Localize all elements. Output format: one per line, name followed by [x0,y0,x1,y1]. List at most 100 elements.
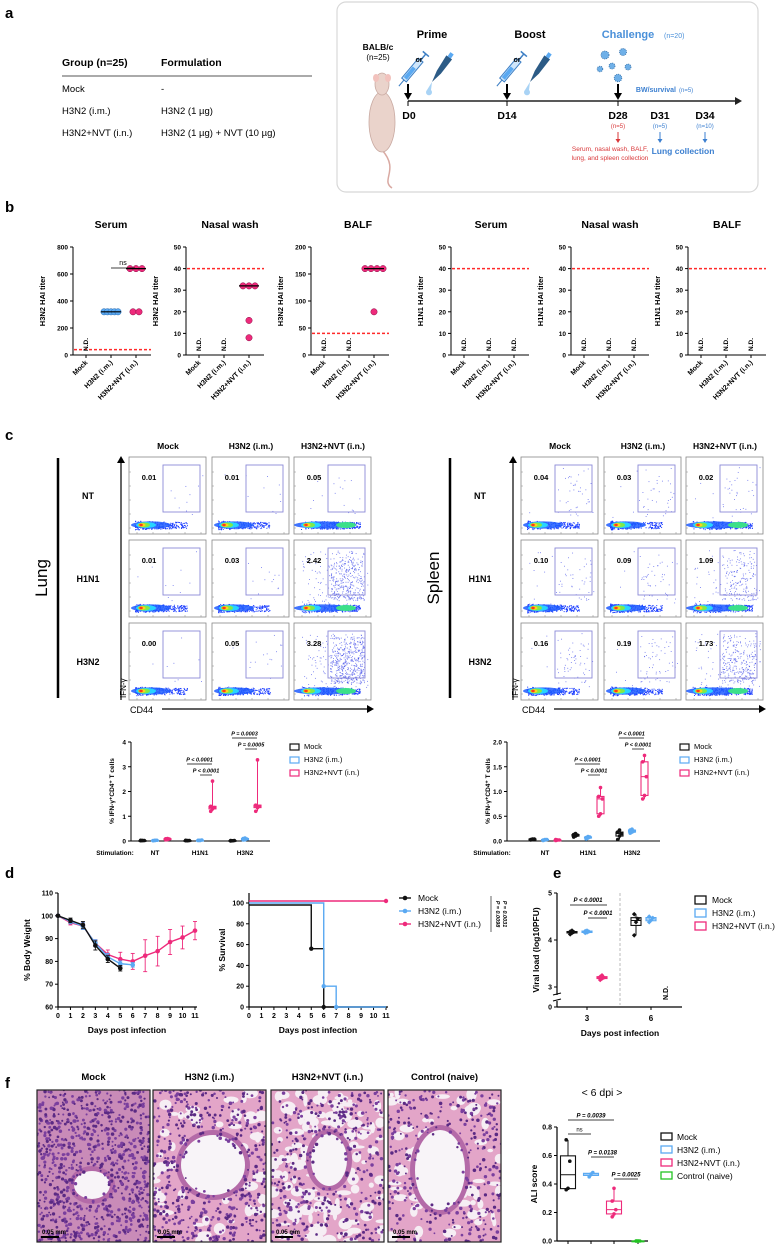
event-dot [567,526,569,528]
event-dot [320,551,322,553]
event-dot [353,522,355,524]
event-dot [347,662,349,664]
event-dot [668,506,670,508]
event-dot [353,636,355,638]
density-green [336,605,356,611]
gate-rectangle [327,630,366,679]
event-dot [655,523,657,525]
syringe-needle [496,79,503,87]
event-dot [250,598,252,600]
event-dot [181,524,183,526]
event-dot [350,657,352,658]
event-dot [730,521,732,523]
event-dot [320,646,322,647]
event-dot [747,528,749,530]
event-dot [363,576,365,578]
event-dot [305,527,307,529]
event-dot [185,610,187,612]
event-dot [184,527,186,529]
event-dot [171,691,173,693]
event-dot [315,665,317,667]
event-dot [169,525,171,527]
event-dot [265,610,267,612]
event-dot [354,593,356,595]
event-dot [260,528,262,530]
event-dot [262,525,264,527]
event-dot [330,637,332,639]
event-dot [181,527,183,529]
event-dot [163,693,165,695]
event-dot [239,611,241,613]
day-label: D14 [497,110,516,122]
event-dot [347,636,348,638]
event-dot [340,527,342,529]
row-label: H3N2 [76,657,99,667]
event-dot [186,527,188,529]
event-dot [345,557,347,559]
event-dot [350,659,352,661]
event-dot [315,600,317,602]
event-dot [353,638,355,640]
event-dot [343,676,345,678]
plot-title: Serum [95,219,128,231]
event-dot [144,528,146,530]
event-dot [183,692,185,694]
event-dot [574,526,576,528]
event-dot [169,527,171,529]
event-dot [358,642,360,644]
y-tick-label: 800 [57,245,68,252]
event-dot [341,582,343,584]
panel-label-a: a [5,5,14,22]
event-dot [359,522,361,524]
event-dot [561,527,563,529]
event-dot [704,529,706,531]
event-dot [353,658,355,660]
event-dot [362,582,364,584]
event-dot [348,569,350,571]
y-axis-label: H1N1 HAI titer [536,276,545,327]
event-dot [263,526,265,528]
event-dot [643,506,645,508]
event-dot [360,651,362,653]
event-dot [351,668,353,670]
event-dot [321,681,323,683]
event-dot [360,578,362,579]
event-dot [255,689,257,691]
event-dot [319,589,321,591]
event-dot [350,651,352,653]
event-dot [332,637,334,639]
event-dot [351,664,353,666]
event-dot [658,524,660,526]
event-dot [266,606,268,608]
event-dot [610,528,612,530]
event-dot [248,610,250,612]
event-dot [565,526,567,528]
event-dot [174,608,176,610]
event-dot [138,687,140,689]
event-dot [316,572,318,574]
event-dot [220,612,222,614]
event-dot [574,484,576,486]
event-dot [261,605,263,607]
event-dot [660,525,662,527]
event-dot [266,527,268,529]
x-tick-label: Mock [687,359,705,377]
event-dot [362,643,363,645]
event-dot [166,610,168,612]
event-dot [353,557,354,559]
event-dot [354,568,356,570]
event-dot [350,582,352,584]
event-dot [218,521,220,523]
event-dot [337,593,339,595]
event-dot [356,682,358,684]
event-dot [341,565,343,567]
event-dot [639,500,640,501]
event-dot [338,565,340,567]
event-dot [587,501,589,503]
event-dot [358,692,360,694]
event-dot [715,529,717,531]
event-dot [575,526,577,528]
event-dot [569,608,571,610]
x-tick-label: Mock [185,359,203,377]
y-tick-label: 400 [57,299,68,306]
